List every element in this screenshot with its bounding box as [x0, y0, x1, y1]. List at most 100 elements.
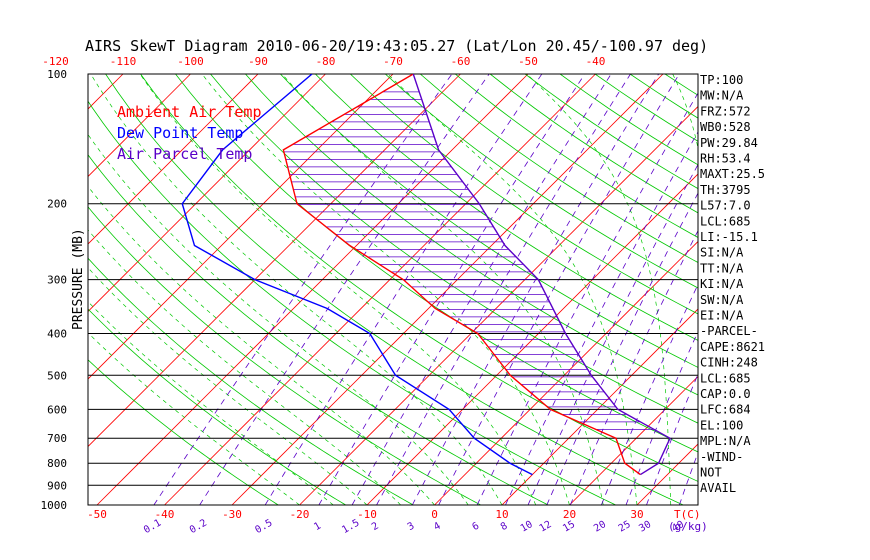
index-entry: EL:100: [700, 418, 743, 432]
top-temp-tick: -40: [586, 55, 606, 68]
index-entry: LCL:685: [700, 214, 751, 228]
mixing-ratio-tick: 4: [432, 521, 443, 534]
top-temp-tick: -110: [110, 55, 137, 68]
bottom-temp-tick: -30: [222, 508, 242, 521]
bottom-temp-tick: 20: [563, 508, 576, 521]
pressure-tick-label: 900: [47, 479, 67, 492]
dry-adiabat-line: [210, 74, 698, 424]
bottom-temp-tick: -50: [87, 508, 107, 521]
mixing-ratio-line: [527, 163, 698, 505]
isotherm-line: [434, 240, 698, 505]
index-entry: MPL:N/A: [700, 434, 751, 448]
top-temp-tick: -60: [451, 55, 471, 68]
legend-entry: Dew Point Temp: [117, 124, 243, 142]
mixing-ratio-line: [376, 74, 631, 505]
pressure-tick-label: 500: [47, 369, 67, 382]
mixing-ratio-tick: 3: [406, 521, 417, 534]
bottom-temp-tick: -10: [357, 508, 377, 521]
bottom-temp-tick: -20: [290, 508, 310, 521]
index-entry: CINH:248: [700, 356, 758, 370]
index-entry: SW:N/A: [700, 293, 744, 307]
dry-adiabat-line: [315, 74, 698, 341]
mixing-ratio-line: [264, 74, 543, 505]
mixing-ratio-line: [351, 74, 612, 505]
bottom-temp-tick: 10: [495, 508, 508, 521]
mixing-ratio-tick: 15: [561, 519, 577, 535]
mixing-ratio-line: [601, 283, 698, 505]
dry-adiabat-line: [88, 308, 346, 505]
index-entry: L57:7.0: [700, 199, 751, 213]
pressure-tick-label: 100: [47, 68, 67, 81]
legend-entry: Air Parcel Temp: [117, 145, 252, 163]
mixing-ratio-line: [546, 192, 698, 505]
isotherm-line: [88, 74, 191, 178]
y-axis-label: PRESSURE (MB): [71, 228, 86, 330]
moist-adiabat-line: [90, 74, 503, 505]
dry-adiabat-line: [88, 359, 279, 505]
legend-entry: Ambient Air Temp: [117, 103, 262, 121]
bottom-temp-tick: -40: [155, 508, 175, 521]
index-entry: LI:-15.1: [700, 230, 758, 244]
dry-adiabat-line: [245, 74, 698, 396]
index-entry: -PARCEL-: [700, 324, 758, 338]
index-entry: EI:N/A: [700, 309, 744, 323]
pressure-tick-label: 800: [47, 457, 67, 470]
mixing-ratio-tick: 25: [617, 519, 633, 535]
chart-title: AIRS SkewT Diagram 2010-06-20/19:43:05.2…: [85, 37, 708, 55]
mixing-ratio-tick: 30: [637, 519, 653, 535]
moist-adiabat-line: [88, 301, 334, 505]
index-entry: KI:N/A: [700, 277, 744, 291]
index-entry: LCL:685: [700, 371, 751, 385]
index-entry: PW:29.84: [700, 136, 758, 150]
top-temp-tick: -100: [177, 55, 204, 68]
mixing-ratio-line: [318, 74, 586, 505]
dry-adiabat-line: [88, 206, 481, 505]
isotherm-line: [88, 74, 259, 245]
isotherm-line: [164, 74, 596, 505]
isotherm-line: [88, 74, 326, 313]
dry-adiabat-line: [419, 74, 698, 263]
index-entry: TH:3795: [700, 183, 751, 197]
index-entry: MAXT:25.5: [700, 167, 765, 181]
index-entry: SI:N/A: [700, 246, 744, 260]
isotherm-line: [299, 105, 698, 505]
parcel-temp-line: [412, 74, 671, 476]
x-axis-label-right: T(C): [674, 508, 701, 521]
index-entry: FRZ:572: [700, 104, 751, 118]
index-entry: WB0:528: [700, 120, 751, 134]
moist-adiabat-line: [88, 332, 300, 505]
pressure-tick-label: 300: [47, 274, 67, 287]
dew-point-line: [181, 74, 533, 476]
pressure-tick-label: 700: [47, 432, 67, 445]
mixing-ratio-line: [199, 74, 490, 505]
pressure-tick-label: 600: [47, 403, 67, 416]
moist-adiabat-line: [139, 74, 537, 505]
mixing-ratio-tick: 40: [670, 519, 686, 535]
ambient-temp-line: [282, 74, 641, 476]
dry-adiabat-line: [385, 74, 698, 289]
pressure-tick-label: 200: [47, 198, 67, 211]
index-entry: TP:100: [700, 73, 743, 87]
top-temp-tick: -90: [248, 55, 268, 68]
isotherm-line: [88, 74, 394, 380]
mixing-ratio-line: [505, 131, 698, 505]
mixing-ratio-tick: 20: [592, 519, 608, 535]
index-entry: AVAIL: [700, 481, 736, 495]
index-entry: NOT: [700, 466, 722, 480]
moist-adiabat-line: [201, 74, 570, 505]
index-entry: LFC:684: [700, 403, 751, 417]
dry-adiabat-line: [140, 74, 698, 482]
isotherm-line: [501, 308, 698, 505]
moist-adiabat-line: [88, 133, 469, 505]
index-entry: RH:53.4: [700, 152, 751, 166]
mixing-ratio-line: [569, 229, 698, 505]
moist-adiabat-line: [88, 185, 435, 505]
pressure-tick-label: 1000: [41, 499, 68, 512]
isotherm-line: [231, 74, 664, 505]
moist-adiabat-line: [281, 74, 604, 505]
isotherm-line: [88, 74, 461, 448]
dry-adiabat-line: [105, 74, 684, 505]
index-entry: MW:N/A: [700, 89, 744, 103]
mixing-ratio-line: [438, 74, 680, 505]
